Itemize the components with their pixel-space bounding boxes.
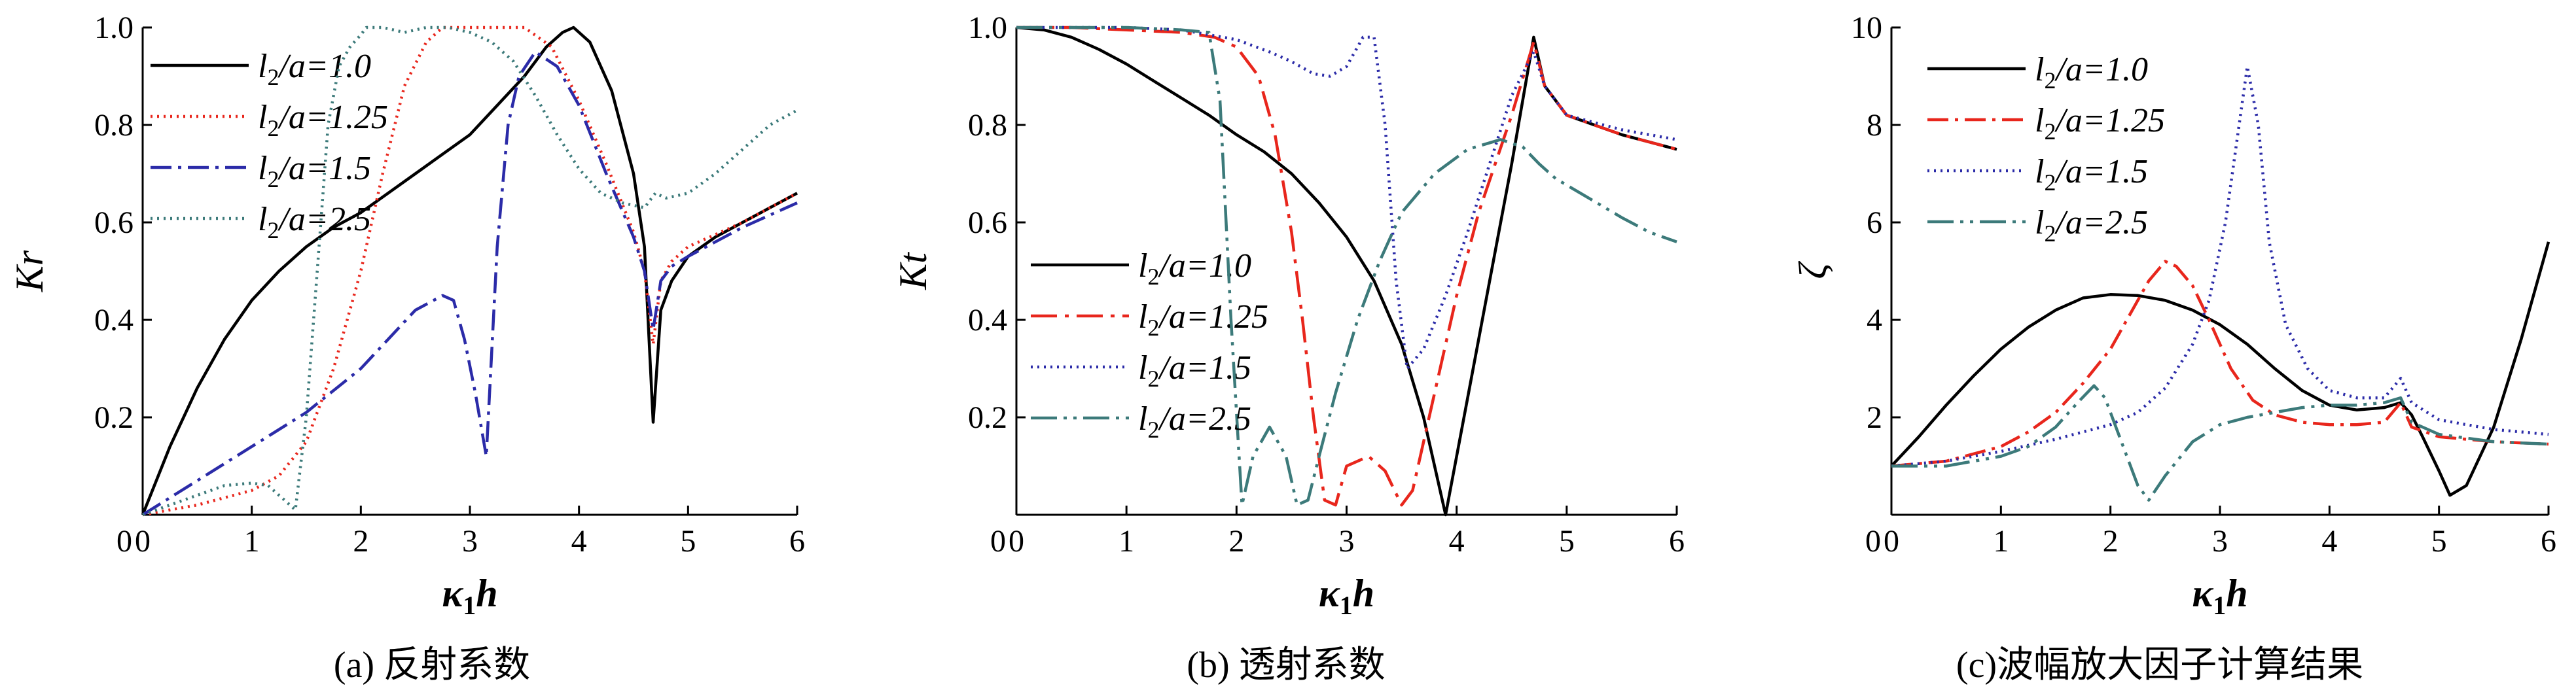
x-tick-label: 5 [680,524,696,559]
x-tick-label: 4 [1449,524,1465,559]
x-tick-label: 4 [2321,524,2337,559]
legend-label: l2/a=1.25 [1138,298,1268,341]
legend-label: l2/a=2.5 [258,201,371,243]
y-tick-label: 10 [1851,10,1882,45]
x-tick-label: 1 [1993,524,2009,559]
panel-caption: (c)波幅放大因子计算结果 [1956,645,2363,685]
x-tick-label: 3 [2212,524,2228,559]
origin-label: 0 [116,524,132,559]
x-tick-label: 1 [1118,524,1134,559]
y-tick-label: 0.8 [968,108,1007,143]
x-tick-label: 2 [353,524,368,559]
legend-label: l2/a=2.5 [1138,400,1251,443]
x-tick-label: 2 [2103,524,2119,559]
y-tick-label: 8 [1867,108,1882,143]
x-tick-label: 2 [1228,524,1244,559]
x-tick-label: 3 [1339,524,1355,559]
series-line-2 [1891,260,2549,468]
series-line-4 [1016,26,1677,507]
y-tick-label: 0.2 [968,400,1007,435]
x-tick-label: 5 [2431,524,2447,559]
y-tick-label: 0.4 [968,303,1007,338]
legend-label: l2/a=1.0 [258,48,371,90]
legend-label: l2/a=1.5 [2035,153,2148,196]
y-tick-label: 4 [1867,303,1882,338]
series-line-1 [1890,241,2550,497]
x-tick-label: 3 [462,524,478,559]
legend-label: l2/a=2.5 [2035,204,2148,247]
series-line-3 [1891,65,2549,468]
x-tick-label: 6 [1669,524,1685,559]
panel-caption: (a) 反射系数 [334,645,530,685]
y-axis-label: Kt [891,252,935,290]
legend-label: l2/a=1.25 [2035,102,2165,145]
y-tick-label: 0.4 [94,303,134,338]
legend-label: l2/a=1.0 [1138,247,1251,290]
chart-panel-2: 0 1 2 3 4 5 6 0.2 0.4 0.6 0.8 1.0 κ1h Kt l2/a=1.0 l2/a=… [891,10,1685,685]
origin-label: 0 [990,524,1006,559]
x-tick-label: 0 [1884,524,1899,559]
x-tick-label: 6 [789,524,805,559]
x-axis-label: κ1h [442,572,497,620]
y-tick-label: 0.6 [94,205,134,240]
y-tick-label: 0.6 [968,205,1007,240]
series-line-2 [1016,26,1677,507]
series-line-3 [1016,26,1677,370]
x-tick-label: 0 [1009,524,1024,559]
series-line-4 [1891,384,2549,502]
origin-label: 0 [1865,524,1881,559]
y-tick-label: 1.0 [968,10,1007,45]
y-tick-label: 0.8 [94,108,134,143]
series-line-1 [1016,26,1677,517]
panel-caption: (b) 透射系数 [1187,645,1385,685]
x-axis-label: κ1h [1319,572,1374,620]
y-axis-label: Kr [8,250,51,292]
series-line-3 [141,50,798,516]
x-tick-label: 5 [1559,524,1575,559]
y-tick-label: 1.0 [94,10,134,45]
x-axis-label: κ1h [2192,572,2247,620]
x-tick-label: 0 [135,524,151,559]
y-axis-label: ζ [1791,261,1834,279]
y-tick-label: 0.2 [94,400,134,435]
legend-label: l2/a=1.5 [258,150,371,192]
chart-panel-1: 0 1 2 3 4 5 6 0.2 0.4 0.6 0.8 1.0 κ1h Kr l2/a=1.0 l2/a=… [8,10,805,685]
chart-panel-3: 0 1 2 3 4 5 6 2 4 6 8 10 κ1h ζ l2/a=1.0 l2/a=1.25 l2/a=1… [1791,10,2556,685]
series-line-4 [142,26,798,517]
x-tick-label: 6 [2541,524,2556,559]
x-tick-label: 4 [571,524,587,559]
legend-label: l2/a=1.25 [258,99,388,141]
y-tick-label: 2 [1867,400,1882,435]
legend-label: l2/a=1.0 [2035,51,2148,94]
series-line-2 [142,26,798,517]
series-line-1 [141,26,798,515]
y-tick-label: 6 [1867,205,1882,240]
x-tick-label: 1 [244,524,260,559]
